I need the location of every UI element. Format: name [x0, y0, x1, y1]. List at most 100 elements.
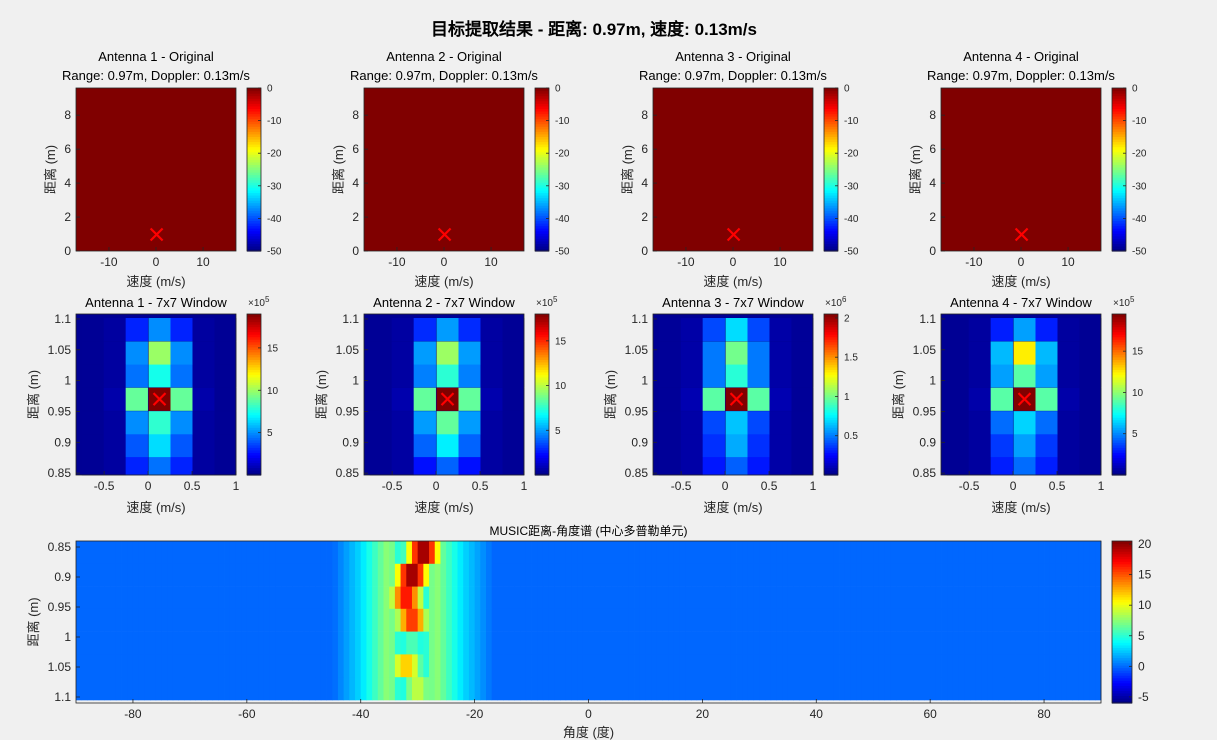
spectrum-cell	[303, 541, 310, 565]
spectrum-cell	[349, 631, 356, 655]
colorbar-swatch	[247, 339, 261, 343]
colorbar-swatch	[1112, 589, 1132, 593]
spectrum-cell	[252, 677, 259, 701]
colorbar-swatch	[1112, 128, 1126, 132]
spectrum-cell	[537, 654, 544, 678]
colorbar-swatch	[1112, 121, 1126, 125]
colorbar-tick-label: -30	[267, 181, 282, 192]
spectrum-cell	[281, 541, 288, 565]
spectrum-cell	[246, 608, 253, 632]
y-tick-label: 0	[64, 244, 71, 258]
colorbar-swatch	[535, 409, 549, 413]
heatmap-cell	[436, 456, 459, 476]
colorbar-swatch	[535, 207, 549, 211]
spectrum-cell	[275, 586, 282, 610]
spectrum-cell	[992, 654, 999, 678]
spectrum-cell	[394, 677, 401, 701]
spectrum-cell	[1032, 654, 1039, 678]
spectrum-cell	[167, 563, 174, 587]
heatmap-cell	[502, 456, 525, 476]
spectrum-cell	[206, 541, 214, 565]
spectrum-cell	[594, 541, 601, 565]
heatmap-cell	[946, 387, 969, 411]
colorbar-swatch	[824, 100, 838, 104]
spectrum-cell	[565, 586, 572, 610]
spectrum-cell	[679, 586, 686, 610]
spectrum-cell	[799, 541, 806, 565]
heatmap-cell	[369, 387, 392, 411]
spectrum-cell	[816, 608, 823, 632]
heatmap-cell	[170, 411, 193, 435]
spectrum-cell	[525, 654, 532, 678]
heatmap-cell	[436, 433, 459, 458]
spectrum-cell	[503, 608, 510, 632]
spectrum-cell	[144, 677, 151, 701]
spectrum-cell	[423, 541, 430, 565]
spectrum-cell	[833, 541, 840, 565]
spectrum-cell	[1055, 631, 1062, 655]
spectrum-cell	[656, 631, 663, 655]
spectrum-cell	[1049, 608, 1056, 632]
spectrum-cell	[599, 654, 606, 678]
colorbar-swatch	[824, 379, 838, 383]
colorbar-swatch	[247, 217, 261, 222]
colorbar-swatch	[1112, 649, 1132, 653]
spectrum-cell	[582, 631, 589, 655]
colorbar-swatch	[535, 424, 549, 428]
colorbar-swatch	[247, 394, 261, 398]
heatmap-cell	[1079, 411, 1102, 435]
spectrum-cell	[804, 563, 811, 587]
colorbar-swatch	[535, 154, 549, 158]
spectrum-cell	[132, 541, 140, 565]
heatmap-cell	[680, 456, 703, 476]
spectrum-cell	[759, 586, 766, 610]
colorbar-swatch	[535, 414, 549, 418]
spectrum-cell	[992, 608, 999, 632]
spectrum-cell	[992, 563, 999, 587]
x-tick-label: 1	[233, 479, 240, 493]
spectrum-cell	[423, 608, 430, 632]
spectrum-cell	[497, 677, 504, 701]
spectrum-cell	[349, 541, 356, 565]
colorbar-swatch	[1112, 316, 1126, 320]
heatmap-cell	[369, 411, 392, 435]
heatmap-cell	[725, 318, 748, 342]
spectrum-cell	[850, 677, 857, 701]
colorbar-swatch	[247, 118, 261, 122]
y-tick-label: 0.9	[342, 435, 359, 449]
spectrum-cell	[810, 608, 817, 632]
heatmap-cell	[458, 318, 481, 342]
spectrum-cell	[241, 677, 248, 701]
spectrum-cell	[309, 563, 316, 587]
heatmap-cell	[369, 456, 392, 476]
colorbar-swatch	[824, 371, 838, 375]
spectrum-cell	[150, 677, 157, 701]
spectrum-cell	[411, 654, 419, 678]
spectrum-cell	[594, 586, 601, 610]
spectrum-cell	[110, 563, 117, 587]
colorbar-swatch	[1112, 442, 1126, 446]
heatmap-cell	[192, 341, 215, 365]
spectrum-cell	[303, 563, 310, 587]
colorbar-swatch	[247, 444, 261, 448]
heatmap-cell	[502, 411, 525, 435]
spectrum-cell	[1072, 586, 1079, 610]
heatmap-cell	[658, 411, 681, 435]
spectrum-cell	[804, 586, 811, 610]
spectrum-cell	[1083, 677, 1091, 701]
spectrum-cell	[195, 654, 202, 678]
spectrum-cell	[383, 586, 390, 610]
colorbar-swatch	[1112, 116, 1126, 120]
colorbar-swatch	[824, 126, 838, 130]
colorbar-swatch	[824, 442, 838, 446]
spectrum-cell	[457, 541, 464, 565]
spectrum-cell	[281, 677, 288, 701]
spectrum-cell	[696, 586, 703, 610]
colorbar-swatch	[247, 457, 261, 461]
spectrum-cell	[417, 586, 424, 610]
x-axis-label: 速度 (m/s)	[414, 274, 473, 289]
spectrum-cell	[212, 631, 219, 655]
spectrum-cell	[400, 563, 407, 587]
